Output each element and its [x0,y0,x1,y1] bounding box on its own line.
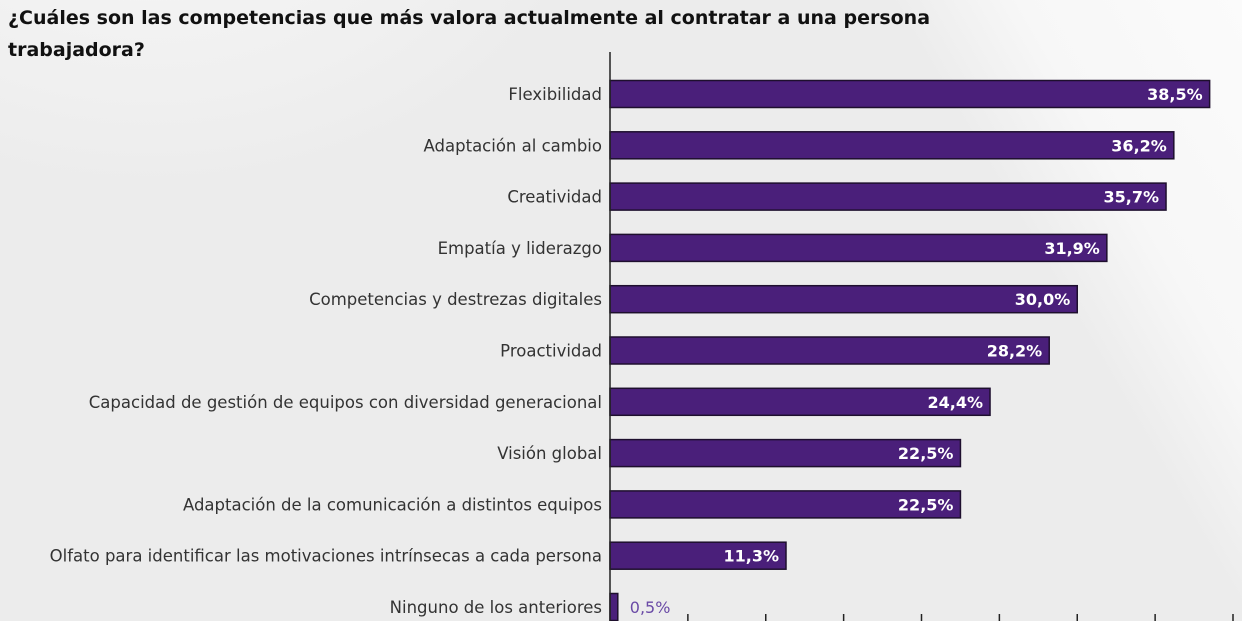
data-label: 11,3% [723,547,779,566]
data-label: 0,5% [630,598,671,617]
data-label: 35,7% [1104,188,1160,207]
data-label: 30,0% [1015,290,1071,309]
bar [609,79,1211,109]
data-label: 22,5% [898,495,954,514]
category-label: Flexibilidad [508,85,602,104]
bar [609,336,1050,365]
bar [609,233,1108,263]
bar [609,131,1175,160]
data-label: 38,5% [1147,85,1203,104]
category-label: Creatividad [507,188,602,207]
category-label: Proactividad [500,342,602,361]
data-label: 28,2% [987,342,1043,361]
data-label: 24,4% [928,393,984,412]
data-label: 22,5% [898,444,954,463]
category-label: Capacidad de gestión de equipos con dive… [89,393,602,412]
bar [609,438,962,468]
bar [609,541,787,570]
bar [609,387,991,417]
bar [609,592,619,621]
bar [609,490,962,519]
category-label: Empatía y liderazgo [438,239,602,258]
bar [609,284,1078,314]
chart-title: ¿Cuáles son las competencias que más val… [8,7,931,61]
data-label: 31,9% [1044,239,1100,258]
category-label: Visión global [497,444,602,463]
category-label: Adaptación de la comunicación a distinto… [183,495,602,514]
category-label: Ninguno de los anteriores [390,598,602,617]
data-label: 36,2% [1111,136,1167,155]
category-label: Competencias y destrezas digitales [309,290,602,309]
category-label: Adaptación al cambio [424,136,602,155]
category-label: Olfato para identificar las motivaciones… [50,547,602,566]
bar [609,182,1167,211]
